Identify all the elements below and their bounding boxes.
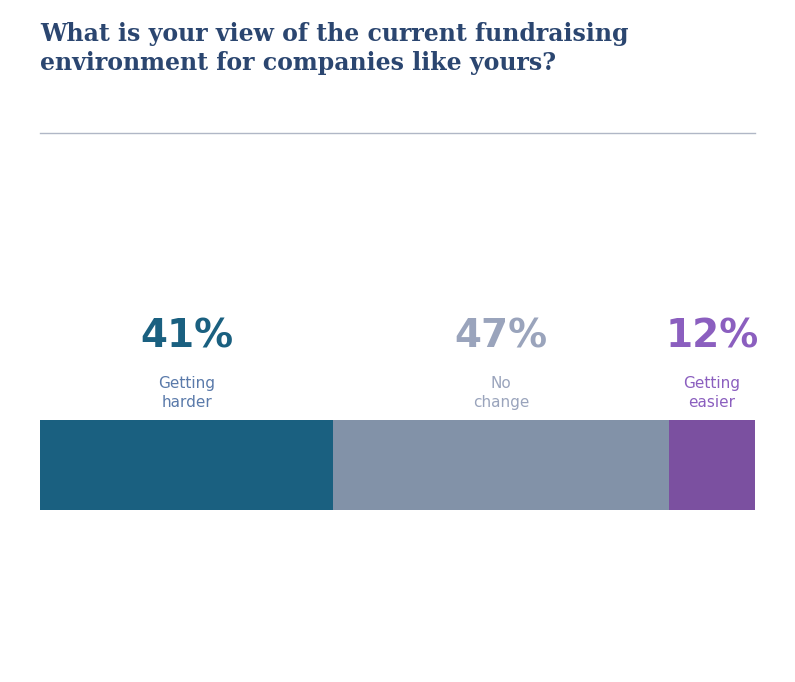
Bar	[333, 420, 669, 510]
Text: Getting
harder: Getting harder	[158, 376, 215, 410]
Text: 41%: 41%	[140, 317, 233, 355]
Text: 12%: 12%	[665, 317, 758, 355]
Bar	[669, 420, 755, 510]
Text: No
change: No change	[473, 376, 529, 410]
Bar	[40, 420, 333, 510]
Text: Getting
easier: Getting easier	[684, 376, 741, 410]
Text: What is your view of the current fundraising
environment for companies like your: What is your view of the current fundrai…	[40, 22, 629, 75]
Text: 47%: 47%	[455, 317, 548, 355]
